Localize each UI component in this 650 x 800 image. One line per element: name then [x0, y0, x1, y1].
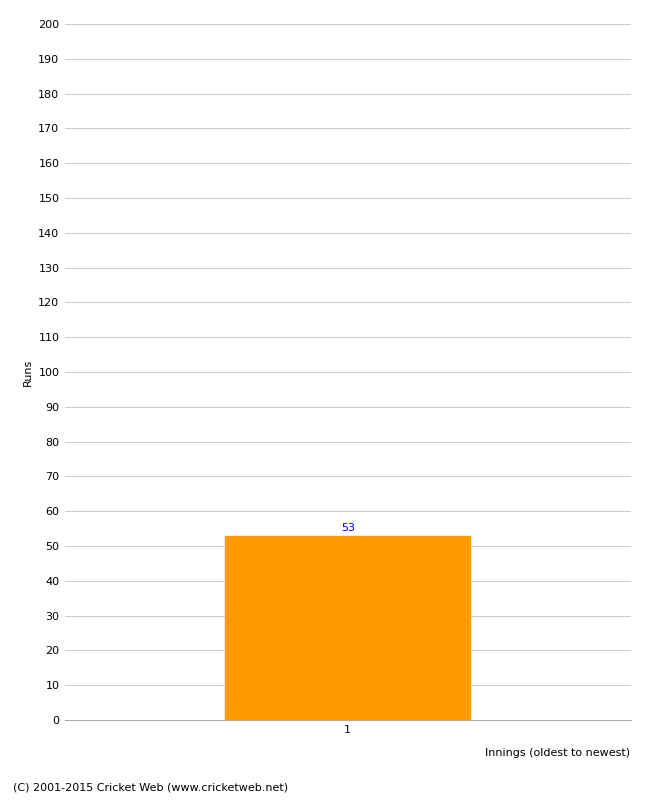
Text: (C) 2001-2015 Cricket Web (www.cricketweb.net): (C) 2001-2015 Cricket Web (www.cricketwe…	[13, 782, 288, 792]
Text: 53: 53	[341, 522, 355, 533]
Text: Innings (oldest to newest): Innings (oldest to newest)	[486, 748, 630, 758]
Y-axis label: Runs: Runs	[23, 358, 32, 386]
Bar	[226, 535, 470, 720]
